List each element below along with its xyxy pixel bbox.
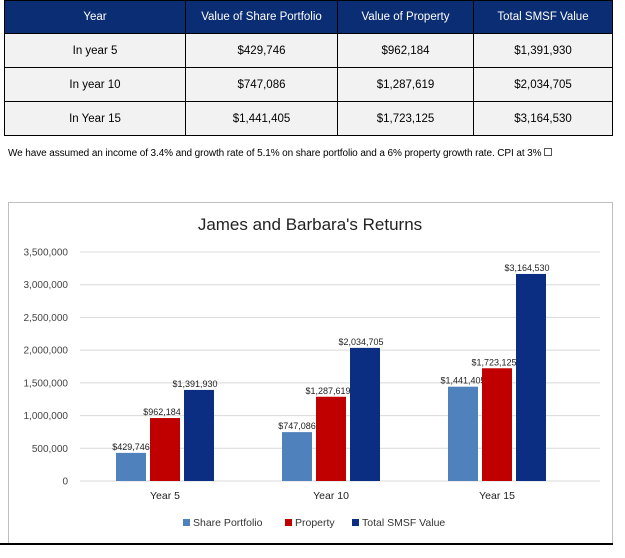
y-tick-label: 0 <box>62 477 68 488</box>
cell-share-portfolio: $747,086 <box>185 67 338 102</box>
y-tick-label: 3,000,000 <box>24 280 69 291</box>
table-row: In year 10 $747,086 $1,287,619 $2,034,70… <box>4 67 613 102</box>
x-tick-label: Year 10 <box>313 490 349 502</box>
returns-table: Year Value of Share Portfolio Value of P… <box>4 0 613 136</box>
bar <box>116 452 146 481</box>
data-label: $962,184 <box>143 407 181 417</box>
table-header-row: Year Value of Share Portfolio Value of P… <box>4 0 613 34</box>
assumptions-note: We have assumed an income of 3.4% and gr… <box>8 148 553 159</box>
assumptions-text: We have assumed an income of 3.4% and gr… <box>8 148 542 159</box>
note-marker-icon <box>544 148 553 156</box>
bottom-divider <box>0 543 613 545</box>
legend-label: Property <box>295 517 335 529</box>
bar <box>350 347 380 481</box>
cell-share-portfolio: $1,441,405 <box>185 101 338 136</box>
x-tick-label: Year 5 <box>150 490 180 502</box>
table-row: In Year 15 $1,441,405 $1,723,125 $3,164,… <box>4 101 613 136</box>
y-tick-label: 1,500,000 <box>24 378 69 389</box>
y-tick-label: 500,000 <box>32 444 69 455</box>
cell-property: $1,723,125 <box>337 101 474 136</box>
cell-property: $962,184 <box>337 33 474 68</box>
data-label: $1,391,930 <box>172 379 217 389</box>
data-label: $1,287,619 <box>305 386 350 396</box>
legend-swatch <box>285 519 292 526</box>
legend-swatch <box>352 519 359 526</box>
chart-title: James and Barbara's Returns <box>198 215 422 234</box>
bar <box>150 418 180 481</box>
cell-total-smsf: $1,391,930 <box>473 33 613 68</box>
data-label: $1,723,125 <box>471 357 516 367</box>
header-year: Year <box>4 0 186 34</box>
cell-property: $1,287,619 <box>337 67 474 102</box>
cell-year: In year 5 <box>4 33 186 68</box>
x-tick-label: Year 15 <box>479 490 515 502</box>
cell-share-portfolio: $429,746 <box>185 33 338 68</box>
bar <box>516 273 546 481</box>
legend-swatch <box>183 519 190 526</box>
legend-label: Share Portfolio <box>193 517 263 529</box>
bar <box>184 389 214 481</box>
table-row: In year 5 $429,746 $962,184 $1,391,930 <box>4 33 613 68</box>
y-tick-label: 1,000,000 <box>24 411 69 422</box>
y-tick-label: 2,000,000 <box>24 346 69 357</box>
cell-year: In year 10 <box>4 67 186 102</box>
data-label: $1,441,405 <box>440 376 485 386</box>
y-tick-label: 3,500,000 <box>24 248 69 259</box>
bar <box>316 396 346 481</box>
data-label: $429,746 <box>112 442 150 452</box>
bar <box>282 432 312 481</box>
data-label: $747,086 <box>278 421 316 431</box>
cell-total-smsf: $3,164,530 <box>473 101 613 136</box>
data-label: $2,034,705 <box>338 337 383 347</box>
bar <box>448 386 478 481</box>
legend-label: Total SMSF Value <box>362 517 445 529</box>
cell-year: In Year 15 <box>4 101 186 136</box>
chart-frame <box>8 202 613 544</box>
y-tick-label: 2,500,000 <box>24 313 69 324</box>
data-label: $3,164,530 <box>504 263 549 273</box>
bar <box>482 368 512 481</box>
header-total-smsf: Total SMSF Value <box>473 0 613 34</box>
